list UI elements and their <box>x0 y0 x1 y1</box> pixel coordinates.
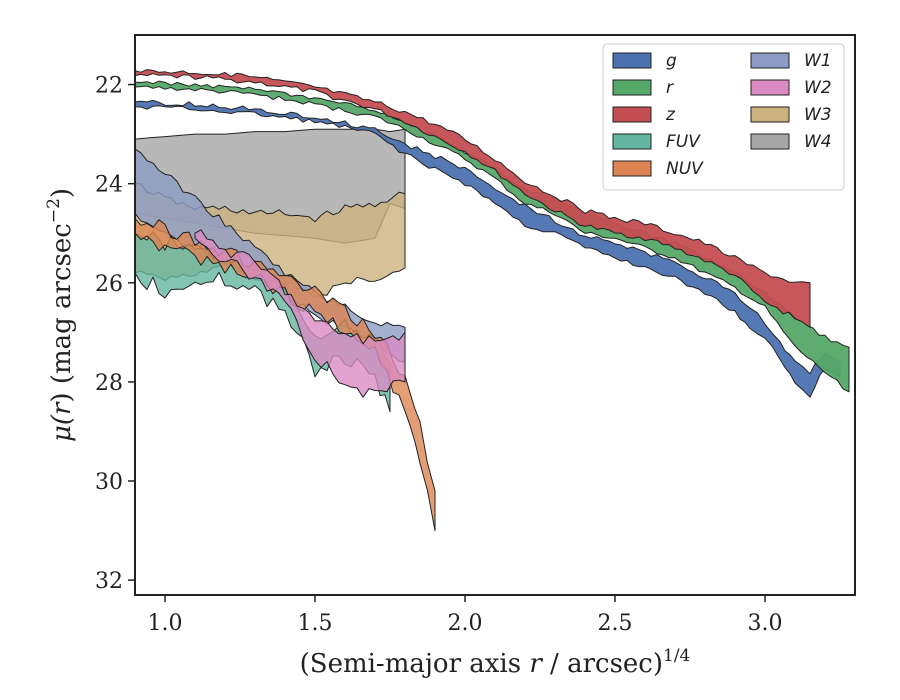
plot-frame <box>134 34 856 596</box>
y-tick-label: 26 <box>95 272 123 297</box>
legend-swatch-w1 <box>750 52 790 69</box>
legend-swatch-fuv <box>612 133 652 150</box>
band-r <box>135 80 850 393</box>
series-layer <box>135 69 850 532</box>
band-z <box>135 69 811 328</box>
legend-swatch-w2 <box>750 79 790 96</box>
legend-label-fuv: FUV <box>666 132 701 152</box>
band-nuv <box>135 217 436 532</box>
legend-swatch-r <box>612 79 652 96</box>
x-tick-label: 1.5 <box>298 611 333 636</box>
legend-label-w2: W2 <box>804 78 832 98</box>
y-tick-label: 24 <box>95 173 123 198</box>
x-axis-label: (Semi-major axis r / arcsec)1/4 <box>300 646 691 679</box>
x-tick-label: 2.0 <box>448 611 483 636</box>
band-w2 <box>194 229 406 398</box>
legend-swatch-z <box>612 106 652 123</box>
legend-swatch-w3 <box>750 106 790 123</box>
x-tick-label: 3.0 <box>748 611 783 636</box>
legend-swatch-w4 <box>750 133 790 150</box>
legend-label-r: r <box>666 78 674 98</box>
y-tick-label: 30 <box>95 470 123 495</box>
y-tick-label: 32 <box>95 569 123 594</box>
legend-swatch-g <box>612 52 652 69</box>
x-tick-label: 1.0 <box>148 611 183 636</box>
x-tick-label: 2.5 <box>598 611 633 636</box>
legend-label-w3: W3 <box>804 105 832 125</box>
legend-label-nuv: NUV <box>666 159 704 179</box>
y-axis-label: μ(r) (mag arcsec−2) <box>44 188 77 442</box>
y-tick-label: 22 <box>95 74 123 99</box>
y-tick-label: 28 <box>95 371 123 396</box>
legend-label-z: z <box>665 105 676 125</box>
legend-label-w4: W4 <box>804 132 832 152</box>
legend-swatch-nuv <box>612 160 652 177</box>
legend: grz FUV NUV W1 W2 W3 W4 <box>602 43 845 191</box>
legend-label-w1: W1 <box>804 51 832 71</box>
legend-label-g: g <box>666 51 677 71</box>
axes: 1.0 1.5 2.0 2.5 3.0 22 24 26 28 30 32 (Semi-major a… <box>44 74 783 679</box>
